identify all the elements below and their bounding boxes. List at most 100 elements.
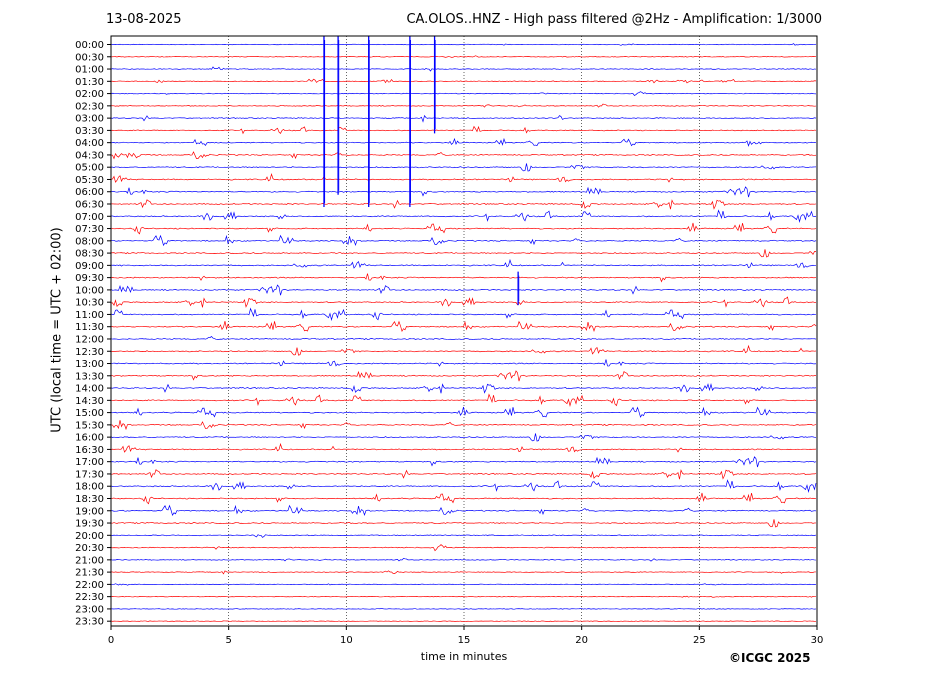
y-tick-label: 15:00 xyxy=(75,408,104,419)
trace-line-0130 xyxy=(110,78,817,84)
trace-line-1930 xyxy=(110,519,817,528)
trace-line-1500 xyxy=(110,406,817,418)
y-tick-label: 21:00 xyxy=(75,555,104,566)
trace-line-2130 xyxy=(110,570,817,575)
y-tick-label: 15:30 xyxy=(75,420,104,431)
trace-line-2100 xyxy=(110,558,817,562)
y-tick-label: 07:30 xyxy=(75,224,104,235)
y-tick-label: 13:00 xyxy=(75,359,104,370)
trace-line-1000 xyxy=(110,284,817,296)
y-tick-label: 22:30 xyxy=(75,592,104,603)
y-tick-label: 02:30 xyxy=(75,101,104,112)
copyright-label: ©ICGC 2025 xyxy=(729,651,811,665)
date-label: 13-08-2025 xyxy=(106,12,182,27)
trace-line-1200 xyxy=(110,335,817,340)
y-tick-label: 23:30 xyxy=(75,617,104,628)
y-tick-label: 12:30 xyxy=(75,347,104,358)
y-tick-label: 18:00 xyxy=(75,482,104,493)
trace-line-0830 xyxy=(110,249,817,258)
trace-line-0730 xyxy=(110,222,817,235)
x-tick-label: 20 xyxy=(575,635,588,646)
trace-line-0900 xyxy=(110,258,817,269)
event-layer xyxy=(323,36,520,306)
y-tick-label: 19:00 xyxy=(75,506,104,517)
trace-line-1730 xyxy=(110,469,817,480)
x-tick-label: 5 xyxy=(225,635,231,646)
trace-line-0000 xyxy=(110,43,817,46)
trace-line-2000 xyxy=(110,534,817,538)
y-tick-label: 00:30 xyxy=(75,52,104,63)
plot-frame xyxy=(110,35,818,627)
y-tick-label: 03:30 xyxy=(75,126,104,137)
trace-line-1800 xyxy=(110,479,817,493)
y-tick-label: 11:00 xyxy=(75,310,104,321)
y-tick-label: 14:00 xyxy=(75,384,104,395)
x-axis-label: time in minutes xyxy=(420,650,508,663)
y-tick-label: 00:00 xyxy=(75,40,104,51)
y-tick-label: 04:00 xyxy=(75,138,104,149)
y-tick-label: 07:00 xyxy=(75,212,104,223)
y-tick-label: 05:00 xyxy=(75,163,104,174)
y-tick-label: 19:30 xyxy=(75,519,104,530)
trace-line-2330 xyxy=(110,620,817,622)
trace-line-0100 xyxy=(110,66,817,72)
trace-line-0800 xyxy=(110,234,817,247)
y-tick-label: 10:30 xyxy=(75,298,104,309)
y-tick-label: 13:30 xyxy=(75,371,104,382)
x-tick-label: 10 xyxy=(340,635,353,646)
y-tick-label: 02:00 xyxy=(75,89,104,100)
trace-line-1600 xyxy=(110,433,817,442)
trace-line-0500 xyxy=(110,163,817,172)
trace-line-0930 xyxy=(110,273,817,283)
y-tick-label: 22:00 xyxy=(75,580,104,591)
trace-line-1630 xyxy=(110,442,817,453)
x-tick-label: 30 xyxy=(811,635,824,646)
trace-line-0530 xyxy=(110,172,817,183)
trace-line-0200 xyxy=(110,91,817,96)
trace-line-0330 xyxy=(110,125,817,135)
trace-line-0700 xyxy=(110,209,817,224)
trace-line-2300 xyxy=(110,608,817,610)
y-tick-label: 06:00 xyxy=(75,187,104,198)
trace-line-2230 xyxy=(110,595,817,598)
y-tick-label: 23:00 xyxy=(75,604,104,615)
trace-line-0400 xyxy=(110,137,817,147)
trace-line-2030 xyxy=(110,544,817,552)
y-tick-label: 01:30 xyxy=(75,77,104,88)
y-tick-label: 03:00 xyxy=(75,114,104,125)
y-tick-label: 09:00 xyxy=(75,261,104,272)
trace-line-2200 xyxy=(110,583,817,586)
trace-line-1300 xyxy=(110,359,817,367)
y-tick-label: 06:30 xyxy=(75,200,104,211)
trace-line-0300 xyxy=(110,114,817,123)
y-tick-label: 08:30 xyxy=(75,249,104,260)
trace-line-0430 xyxy=(110,151,817,160)
y-tick-label: 20:30 xyxy=(75,543,104,554)
trace-line-1900 xyxy=(110,504,817,517)
x-tick-label: 15 xyxy=(458,635,471,646)
y-tick-label: 12:00 xyxy=(75,334,104,345)
y-tick-label: 01:00 xyxy=(75,65,104,76)
trace-line-0030 xyxy=(110,55,817,58)
trace-line-0230 xyxy=(110,103,817,108)
trace-line-1330 xyxy=(110,370,816,382)
trace-line-1530 xyxy=(110,420,817,431)
y-tick-label: 08:00 xyxy=(75,236,104,247)
trace-line-1700 xyxy=(110,456,817,468)
grid-layer xyxy=(228,36,700,626)
y-tick-label: 16:00 xyxy=(75,433,104,444)
trace-line-0630 xyxy=(110,199,817,210)
y-tick-label: 21:30 xyxy=(75,568,104,579)
y-tick-label: 18:30 xyxy=(75,494,104,505)
y-tick-label: 09:30 xyxy=(75,273,104,284)
y-tick-label: 05:30 xyxy=(75,175,104,186)
y-tick-label: 16:30 xyxy=(75,445,104,456)
trace-line-1430 xyxy=(110,393,817,408)
y-tick-label: 10:00 xyxy=(75,285,104,296)
trace-line-1400 xyxy=(110,383,817,394)
trace-line-1030 xyxy=(110,296,817,308)
y-tick-label: 04:30 xyxy=(75,150,104,161)
y-tick-label: 11:30 xyxy=(75,322,104,333)
